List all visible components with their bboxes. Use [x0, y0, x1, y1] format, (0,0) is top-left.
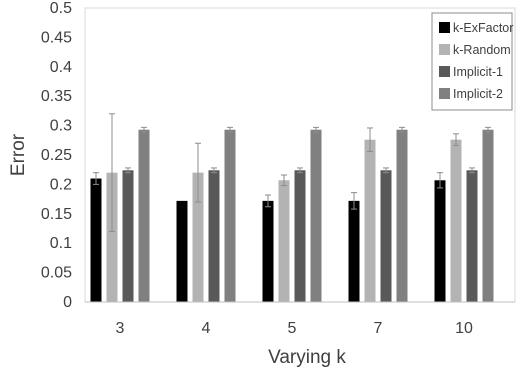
bar-implicit-2-3: [138, 129, 150, 302]
y-tick-label: 0.2: [50, 176, 72, 193]
bar-k-random-4: [192, 172, 204, 302]
y-tick-label: 0: [63, 294, 72, 311]
x-tick-label: 4: [202, 320, 211, 337]
x-tick-label: 7: [374, 320, 383, 337]
error-bar: [227, 126, 233, 133]
bar-implicit-1-7: [380, 170, 392, 302]
y-tick-label: 0.35: [41, 88, 72, 105]
error-bar: [453, 133, 459, 147]
legend-swatch: [439, 66, 450, 77]
error-bar: [297, 167, 303, 174]
y-tick-label: 0.5: [50, 0, 72, 17]
bar-implicit-2-10: [482, 129, 494, 302]
error-bar: [195, 142, 201, 203]
legend-label: k-ExFactor: [453, 21, 513, 35]
bar-k-random-3: [106, 172, 118, 302]
bar-implicit-1-10: [466, 170, 478, 302]
legend-swatch: [439, 22, 450, 33]
error-bar: [265, 194, 271, 208]
error-bar: [125, 167, 131, 174]
bar-k-random-10: [450, 139, 462, 302]
legend-label: k-Random: [453, 43, 511, 57]
error-bar: [211, 167, 217, 174]
y-tick-label: 0.1: [50, 235, 72, 252]
legend-swatch: [439, 88, 450, 99]
bar-k-exfactor-7: [348, 200, 360, 302]
bar-implicit-1-4: [208, 170, 220, 302]
bar-implicit-2-7: [396, 129, 408, 302]
y-axis-ticks: 0 0.05 0.1 0.15 0.2 0.25 0.3 0.35 0.4 0.45 0.5: [41, 0, 72, 311]
bar-implicit-1-5: [294, 170, 306, 302]
error-bar: [93, 172, 99, 185]
y-tick-label: 0.4: [50, 59, 72, 76]
y-tick-label: 0.3: [50, 118, 72, 135]
x-tick-label: 5: [288, 320, 297, 337]
error-bar: [485, 126, 491, 133]
bar-k-random-5: [278, 180, 290, 302]
legend-label: Implicit-2: [453, 87, 503, 101]
bar-series: [90, 113, 494, 302]
error-bar: [367, 127, 373, 152]
bar-implicit-1-3: [122, 170, 134, 302]
x-tick-label: 3: [116, 320, 125, 337]
y-tick-label: 0.15: [41, 206, 72, 223]
bar-k-exfactor-10: [434, 180, 446, 302]
error-bar: [383, 167, 389, 174]
y-tick-label: 0.25: [41, 147, 72, 164]
bar-implicit-2-4: [224, 129, 236, 302]
y-axis-title: Error: [8, 133, 29, 176]
error-bar: [351, 192, 357, 210]
x-tick-label: 10: [455, 320, 473, 337]
error-bar: [313, 126, 319, 133]
x-axis-title: Varying k: [268, 347, 346, 368]
bar-k-exfactor-5: [262, 200, 274, 302]
legend-label: Implicit-1: [453, 65, 503, 79]
y-tick-label: 0.05: [41, 265, 72, 282]
error-bar: [281, 174, 287, 187]
bar-implicit-2-5: [310, 129, 322, 302]
y-tick-label: 0.45: [41, 29, 72, 46]
bar-k-exfactor-4: [176, 200, 188, 302]
bar-k-exfactor-3: [90, 178, 102, 302]
x-axis-ticks: 3 4 5 7 10: [116, 320, 473, 337]
error-bar: [141, 126, 147, 133]
error-bar: [399, 126, 405, 133]
error-bar: [109, 113, 115, 232]
error-bar: [437, 172, 443, 189]
bar-k-random-7: [364, 139, 376, 302]
legend-swatch: [439, 44, 450, 55]
error-bar: [469, 167, 475, 174]
legend: k-ExFactor k-Random Implicit-1 Implicit-2: [431, 12, 513, 111]
